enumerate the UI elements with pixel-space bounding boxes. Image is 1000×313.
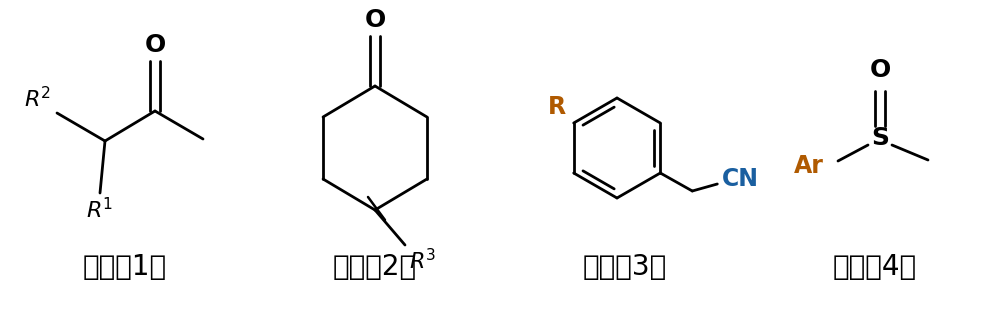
Text: O: O xyxy=(364,8,386,32)
Text: $R^1$: $R^1$ xyxy=(86,197,114,222)
Text: 通式（4）: 通式（4） xyxy=(833,253,917,281)
Text: R: R xyxy=(548,95,566,119)
Text: CN: CN xyxy=(722,167,759,191)
Text: $R^3$: $R^3$ xyxy=(409,248,436,273)
Text: Ar: Ar xyxy=(794,154,824,178)
Text: O: O xyxy=(869,58,891,82)
Text: O: O xyxy=(144,33,166,57)
Text: 通式（2）: 通式（2） xyxy=(333,253,417,281)
Text: 通式（3）: 通式（3） xyxy=(583,253,667,281)
Text: S: S xyxy=(871,126,889,150)
Text: 通式（1）: 通式（1） xyxy=(83,253,167,281)
Text: $R^2$: $R^2$ xyxy=(24,86,51,111)
